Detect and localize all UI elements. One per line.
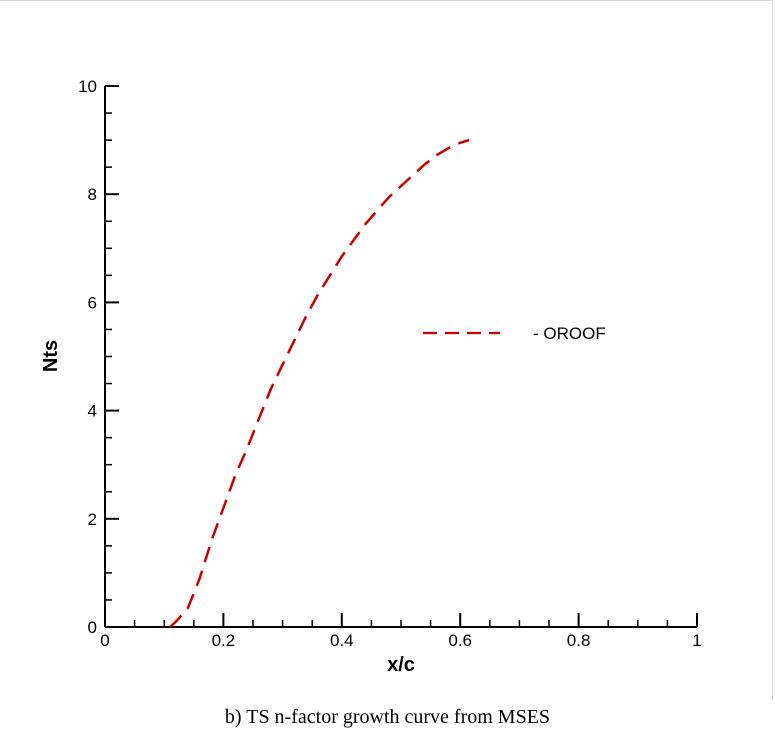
y-tick-label: 6 (88, 293, 97, 312)
legend: - OROOF (423, 324, 606, 343)
series-line-0 (169, 138, 470, 628)
y-tick-label: 2 (88, 510, 97, 529)
y-tick-label: 8 (88, 185, 97, 204)
x-tick-label: 0.4 (330, 631, 354, 650)
y-axis-title: Nts (40, 340, 62, 372)
figure-frame (0, 0, 773, 700)
y-tick-label: 4 (88, 402, 97, 421)
figure-caption: b) TS n-factor growth curve from MSES (224, 706, 551, 728)
x-tick-label: 0 (100, 631, 109, 650)
x-axis-title: x/c (387, 654, 415, 676)
series-lines (169, 138, 470, 628)
x-tick-label: 0.2 (212, 631, 236, 650)
axes (104, 86, 697, 628)
x-tick-label: 0.8 (567, 631, 591, 650)
legend-label-oroof: - OROOF (533, 324, 606, 343)
y-tick-label: 10 (78, 77, 97, 96)
x-tick-label: 0.6 (448, 631, 472, 650)
x-tick-label: 1 (692, 631, 701, 650)
y-tick-label: 0 (88, 618, 97, 637)
